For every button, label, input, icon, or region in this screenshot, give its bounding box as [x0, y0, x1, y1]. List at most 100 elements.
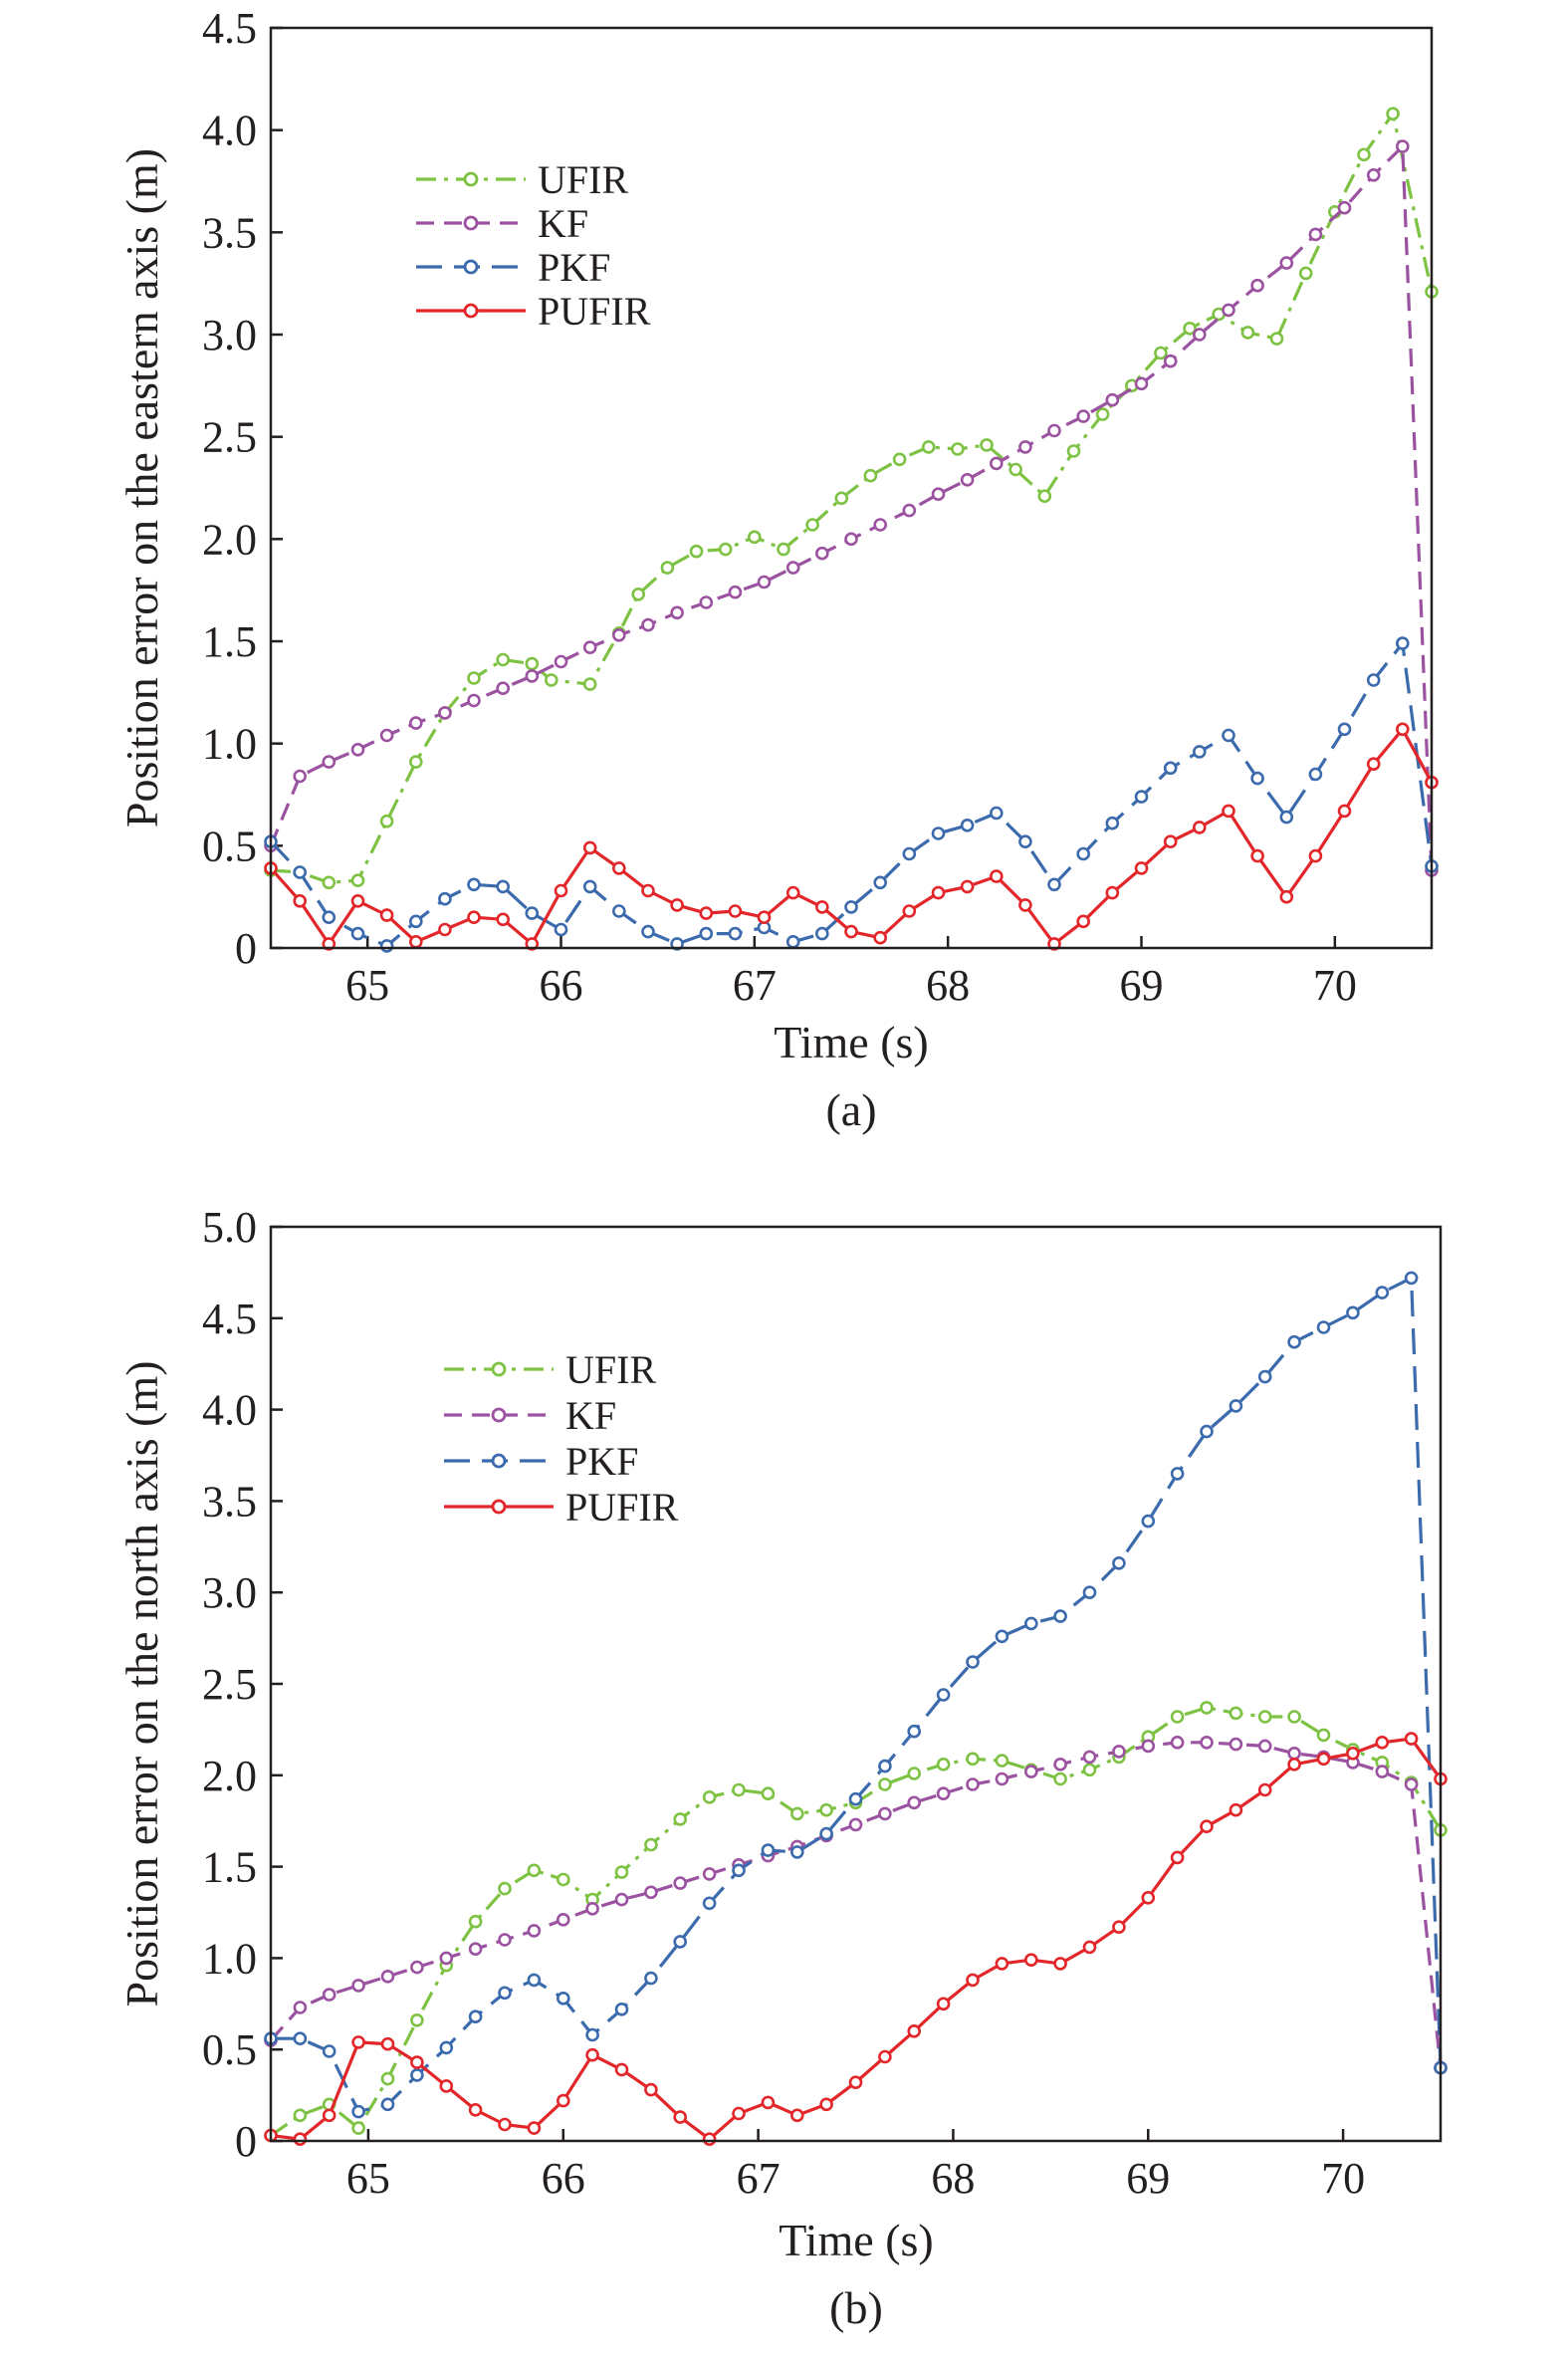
y-tick-label: 2.5 — [202, 413, 257, 462]
data-point — [496, 912, 511, 927]
data-point — [785, 885, 800, 900]
data-point — [1047, 937, 1061, 951]
data-point — [844, 900, 858, 914]
data-point — [641, 883, 655, 898]
data-point — [966, 1752, 980, 1767]
data-point — [1037, 489, 1052, 504]
data-point — [1170, 1467, 1185, 1481]
data-point — [989, 869, 1004, 883]
data-point — [995, 1771, 1009, 1786]
data-point — [582, 840, 597, 855]
legend-label: PKF — [565, 1439, 638, 1484]
y-tick-label: 2.5 — [202, 1660, 257, 1709]
data-point — [902, 904, 917, 918]
data-point — [1053, 1771, 1067, 1786]
data-point — [819, 1802, 833, 1817]
data-point — [1396, 139, 1410, 153]
data-point — [379, 939, 394, 953]
data-point — [728, 904, 743, 918]
series-line — [270, 112, 1434, 884]
x-tick-label: 67 — [733, 961, 777, 1010]
data-point — [1082, 1940, 1097, 1955]
data-point — [1222, 728, 1235, 743]
legend-entry-kf: KF — [444, 1393, 616, 1438]
data-point — [848, 1791, 863, 1806]
data-point — [641, 617, 655, 632]
data-point — [611, 861, 626, 875]
data-point — [322, 2044, 336, 2058]
legend-marker — [491, 1499, 507, 1515]
data-point — [907, 1795, 922, 1810]
data-point — [582, 640, 597, 655]
data-point — [1308, 848, 1323, 863]
x-tick-label: 70 — [1321, 2154, 1365, 2203]
data-point — [467, 693, 481, 708]
data-point — [556, 1991, 570, 2006]
x-tick-label: 69 — [1120, 961, 1164, 1010]
data-point — [951, 442, 965, 456]
data-point — [699, 906, 714, 920]
x-axis-label: Time (s) — [779, 2215, 934, 2265]
data-point — [1082, 1763, 1097, 1777]
data-point — [1018, 898, 1032, 912]
data-point — [1105, 392, 1120, 407]
data-point — [498, 1933, 512, 1947]
data-point — [980, 438, 994, 452]
data-point — [410, 2055, 424, 2069]
chart-panel-b: 0 0.5 1.0 1.5 2.0 2.5 3.0 3.5 4.0 4.5 5.0 65 66 67 68 6… — [0, 1180, 1568, 2361]
chart-panel-a: 0 0.5 1.0 1.5 2.0 2.5 3.0 3.5 4.0 4.5 65 66 67 68 69 70… — [0, 0, 1568, 1180]
data-point — [1375, 1765, 1390, 1778]
y-tick-label: 0.5 — [202, 822, 257, 870]
data-point — [1066, 444, 1081, 458]
data-point — [1257, 1739, 1272, 1754]
data-point — [1200, 1701, 1214, 1715]
legend-entry-ufir: UFIR — [444, 1347, 656, 1392]
data-point — [585, 2047, 599, 2062]
legend-label: KF — [565, 1393, 616, 1438]
data-point — [907, 1724, 922, 1739]
legend-entry-kf: KF — [416, 201, 588, 246]
data-point — [878, 1759, 892, 1773]
data-point — [921, 440, 936, 454]
data-point — [644, 2082, 658, 2097]
data-point — [293, 2132, 308, 2147]
series-line — [269, 641, 1434, 948]
data-point — [673, 1876, 688, 1890]
data-point — [293, 769, 308, 784]
y-axis-label: Position error on the north axis (m) — [116, 1360, 167, 2007]
data-point — [960, 472, 975, 487]
data-point — [380, 2036, 395, 2051]
data-point — [468, 2102, 483, 2117]
data-point — [410, 1960, 424, 1975]
data-point — [644, 1885, 658, 1900]
data-point — [554, 922, 568, 937]
data-point — [1200, 1735, 1214, 1750]
data-point — [844, 532, 858, 547]
data-point — [1163, 354, 1178, 368]
data-point — [966, 1777, 980, 1791]
data-point — [1404, 1271, 1419, 1286]
data-point — [718, 542, 733, 557]
data-point — [702, 1867, 717, 1881]
y-tick-label: 4.5 — [202, 1295, 257, 1343]
data-point — [1170, 1710, 1185, 1724]
data-point — [322, 755, 336, 769]
data-point — [614, 2062, 629, 2077]
y-tick-label: 1.5 — [202, 1843, 257, 1892]
data-point — [732, 1782, 746, 1797]
y-tick-label: 1.0 — [202, 1934, 257, 1983]
series-pufir — [264, 722, 1439, 951]
data-point — [408, 716, 423, 730]
y-axis-label: Position error on the eastern axis (m) — [116, 148, 167, 827]
data-point — [468, 1914, 483, 1929]
x-tick-label: 68 — [931, 2154, 975, 2203]
data-point — [1357, 147, 1371, 162]
data-point — [322, 910, 336, 925]
data-point — [1240, 326, 1255, 340]
legend-marker — [463, 259, 479, 275]
y-tick-label: 3.5 — [202, 208, 257, 257]
data-point — [689, 544, 704, 559]
data-point — [293, 893, 308, 908]
data-point — [644, 1971, 658, 1986]
data-point — [351, 2121, 365, 2135]
